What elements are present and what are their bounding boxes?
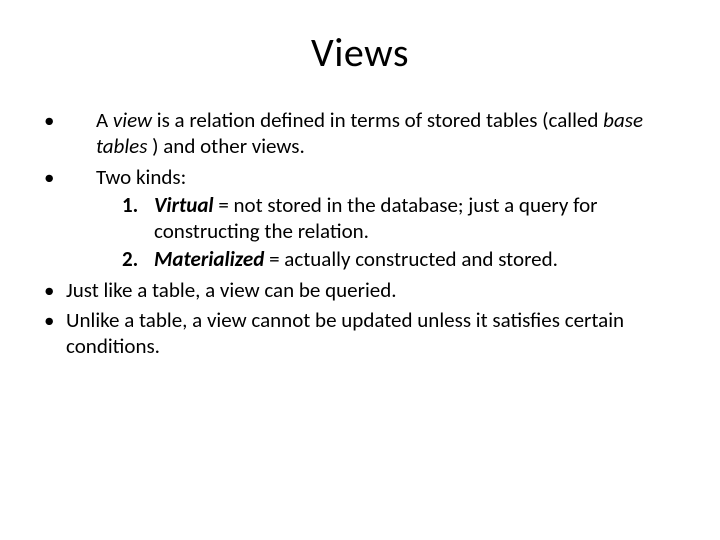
bullet-text: Unlike a table, a view cannot be updated… — [66, 307, 624, 359]
text-run-bold-italic: Virtual — [154, 192, 218, 218]
text-run: = actually constructed and stored. — [269, 246, 558, 272]
slide: Views A view is a relation defined in te… — [0, 0, 720, 540]
bullet-item: Just like a table, a view can be queried… — [38, 277, 682, 303]
bullet-text: Just like a table, a view can be queried… — [66, 277, 397, 303]
bullet-text: Two kinds: Virtual = not stored in the d… — [66, 164, 682, 273]
bullet-item: Two kinds: Virtual = not stored in the d… — [38, 164, 682, 273]
bullet-item: A view is a relation defined in terms of… — [38, 107, 682, 160]
text-run: Two kinds: — [96, 164, 186, 190]
bullet-item: Unlike a table, a view cannot be updated… — [38, 307, 682, 360]
text-run: A — [96, 107, 113, 133]
slide-title: Views — [0, 0, 720, 87]
numbered-item: Materialized = actually constructed and … — [122, 246, 682, 272]
text-run: = not stored in the database; just a que… — [154, 192, 597, 244]
bullet-text: A view is a relation defined in terms of… — [66, 107, 682, 160]
bullet-list: A view is a relation defined in terms of… — [38, 107, 682, 359]
text-run: is a relation defined in terms of stored… — [157, 107, 603, 133]
text-run-bold-italic: Materialized — [154, 246, 269, 272]
numbered-list: Virtual = not stored in the database; ju… — [96, 192, 682, 273]
text-run: ) and other views. — [152, 133, 305, 159]
slide-body: A view is a relation defined in terms of… — [0, 87, 720, 359]
numbered-item: Virtual = not stored in the database; ju… — [122, 192, 682, 245]
text-run-italic: view — [113, 107, 157, 133]
